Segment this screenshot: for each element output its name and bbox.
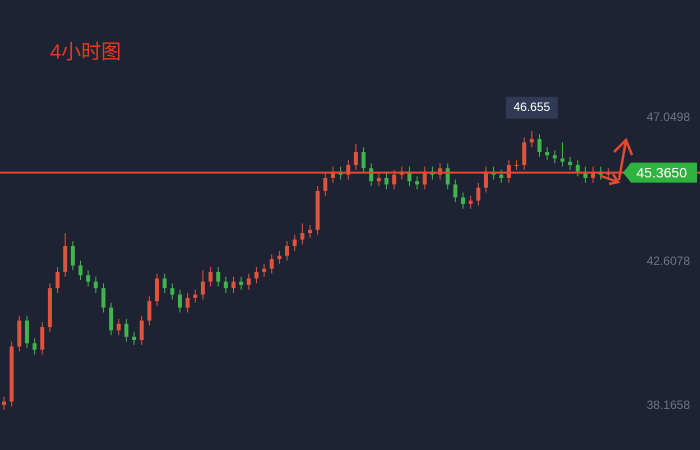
- candle-body: [560, 158, 565, 162]
- candle-body: [315, 190, 320, 230]
- candle-body: [552, 155, 557, 159]
- candle-body: [330, 171, 335, 178]
- candle-body: [308, 229, 312, 234]
- candle-body: [529, 139, 534, 143]
- candle-body: [147, 301, 152, 321]
- candle-body: [407, 171, 412, 182]
- high-callout-label: 46.655: [513, 100, 550, 114]
- candle-body: [292, 239, 297, 247]
- candle-body: [568, 161, 573, 165]
- candle-body: [499, 174, 504, 178]
- candle-body: [193, 294, 198, 298]
- candle-body: [124, 323, 129, 337]
- candle-body: [93, 281, 98, 289]
- candle-body: [323, 177, 328, 191]
- candle-body: [545, 152, 550, 156]
- candle-body: [101, 288, 106, 308]
- candle-body: [392, 174, 397, 185]
- candle-body: [63, 246, 68, 272]
- candle-body: [361, 152, 366, 169]
- candle-body: [285, 246, 290, 256]
- price-tag: [623, 162, 697, 183]
- candle-body: [468, 200, 473, 204]
- candle-body: [32, 343, 37, 350]
- arrow-down: [600, 173, 620, 186]
- candle-body: [86, 275, 91, 282]
- candle-body: [522, 142, 527, 165]
- arrow-up: [613, 137, 634, 181]
- candle-body: [185, 297, 190, 308]
- candle-body: [231, 281, 236, 289]
- candle-body: [78, 265, 83, 276]
- candle-body: [346, 164, 351, 175]
- candle-body: [116, 323, 121, 331]
- candle-body: [177, 294, 182, 308]
- candle-body: [277, 255, 282, 259]
- candle-body: [155, 278, 159, 302]
- candle-body: [47, 288, 52, 328]
- candle-body: [9, 346, 14, 402]
- candle-body: [223, 281, 228, 289]
- candle-body: [438, 168, 443, 175]
- candle-body: [369, 168, 374, 182]
- candle-body: [453, 184, 458, 198]
- candle-body: [216, 271, 221, 282]
- candle-body: [445, 168, 450, 185]
- candle-body: [376, 177, 381, 182]
- candle-body: [514, 164, 519, 166]
- candle-body: [132, 336, 137, 341]
- candle-body: [200, 281, 205, 295]
- candle-body: [506, 164, 511, 178]
- candle-body: [2, 401, 6, 405]
- candle-body: [170, 288, 175, 295]
- chart-title: 4小时图: [50, 40, 121, 63]
- candle-body: [269, 258, 274, 269]
- candle-body: [591, 171, 596, 178]
- high-callout: [505, 96, 558, 119]
- candle-body: [422, 171, 427, 185]
- candle-body: [109, 307, 114, 331]
- candle-body: [415, 181, 420, 185]
- candle-body: [461, 197, 465, 204]
- candle-body: [139, 320, 144, 341]
- candle-body: [239, 281, 244, 285]
- candle-body: [24, 320, 29, 344]
- candle-body: [483, 171, 488, 188]
- candle-body: [262, 268, 267, 272]
- candle-body: [246, 278, 251, 285]
- candle-body: [254, 271, 259, 279]
- candle-body: [70, 246, 75, 266]
- candle-body: [384, 177, 389, 185]
- candle-body: [40, 327, 45, 350]
- candle-body: [476, 187, 481, 201]
- candle-body: [162, 278, 167, 289]
- candle-body: [575, 164, 580, 172]
- y-tick-label: 47.0498: [647, 110, 691, 124]
- candle-body: [17, 320, 22, 347]
- candle-body: [208, 271, 213, 282]
- candle-body: [55, 271, 60, 289]
- candle-body: [537, 139, 542, 153]
- candle-body: [583, 171, 588, 178]
- candle-body: [353, 152, 358, 165]
- candle-body: [300, 233, 305, 240]
- candle-body: [606, 172, 611, 175]
- y-tick-label: 38.1658: [647, 398, 691, 412]
- price-tag-label: 45.3650: [636, 164, 687, 180]
- y-tick-label: 42.6078: [647, 254, 691, 268]
